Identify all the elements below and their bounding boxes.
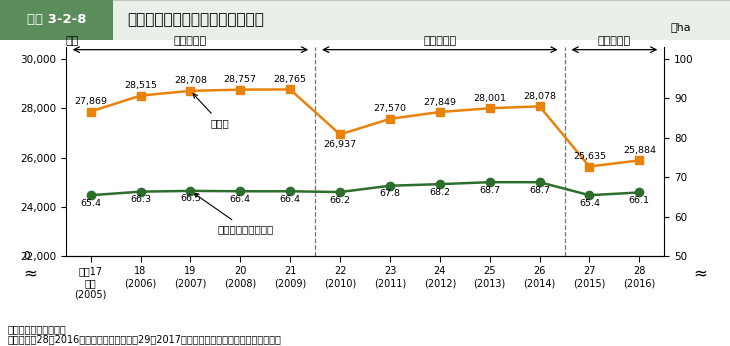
Text: 万ha: 万ha <box>670 22 691 32</box>
Text: 28,001: 28,001 <box>473 94 506 103</box>
Text: 66.5: 66.5 <box>180 194 201 203</box>
Text: 27,570: 27,570 <box>374 104 407 113</box>
Text: 66.4: 66.4 <box>280 195 301 204</box>
Text: ≈: ≈ <box>694 264 707 282</box>
Text: 27,869: 27,869 <box>74 97 107 106</box>
Text: 25,635: 25,635 <box>573 152 606 161</box>
Text: 26,937: 26,937 <box>323 140 357 149</box>
Text: 28,078: 28,078 <box>523 92 556 101</box>
Text: 66.4: 66.4 <box>230 195 251 204</box>
Bar <box>0 0 113 40</box>
Text: 28,515: 28,515 <box>124 81 157 90</box>
Text: 27,849: 27,849 <box>423 98 456 107</box>
Text: ≈: ≈ <box>23 264 36 282</box>
Text: 注：平成28（2016）年度の数値は、平成29（2017）年１月末時点で取りまとめた概数値: 注：平成28（2016）年度の数値は、平成29（2017）年１月末時点で取りまと… <box>7 334 281 344</box>
Text: 67.8: 67.8 <box>380 189 401 198</box>
Text: 28,708: 28,708 <box>174 76 207 85</box>
Text: 66.2: 66.2 <box>329 195 350 204</box>
Text: 協定数: 協定数 <box>193 94 230 128</box>
Text: 25,884: 25,884 <box>623 146 656 155</box>
Text: 28,765: 28,765 <box>274 75 307 84</box>
Text: 第４期対策: 第４期対策 <box>598 36 631 46</box>
Text: 第３期対策: 第３期対策 <box>423 36 456 46</box>
Text: 68.7: 68.7 <box>479 186 500 195</box>
Text: 68.7: 68.7 <box>529 186 550 195</box>
Text: 第２期対策: 第２期対策 <box>174 36 207 46</box>
Text: 中山間地域等直接支払の実施状況: 中山間地域等直接支払の実施状況 <box>128 12 264 27</box>
Text: 資料：農林水産省調べ: 資料：農林水産省調べ <box>7 324 66 334</box>
Text: 図表 3-2-8: 図表 3-2-8 <box>27 13 86 26</box>
Text: 0: 0 <box>23 251 30 261</box>
Text: 協定: 協定 <box>66 36 79 46</box>
Text: 65.4: 65.4 <box>80 199 101 208</box>
Text: 65.4: 65.4 <box>579 199 600 208</box>
Text: 交付面積（右目盛）: 交付面積（右目盛） <box>193 193 274 234</box>
Text: 28,757: 28,757 <box>224 75 257 84</box>
Text: 66.1: 66.1 <box>629 196 650 205</box>
Text: 66.3: 66.3 <box>130 195 151 204</box>
Text: 68.2: 68.2 <box>429 188 450 197</box>
